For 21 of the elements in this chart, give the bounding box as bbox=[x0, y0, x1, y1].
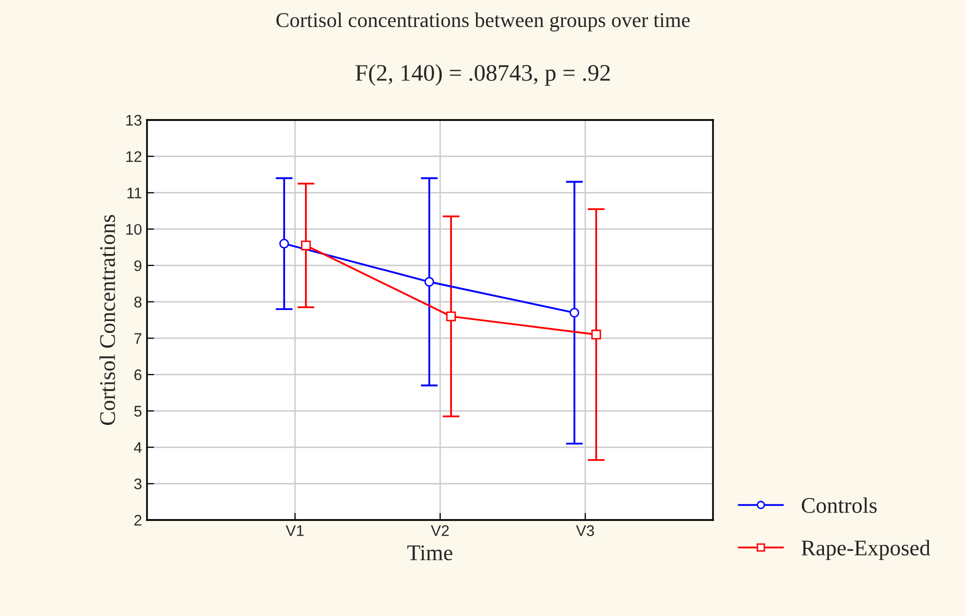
x-tick-label: V3 bbox=[576, 525, 594, 536]
y-tick-label: 11 bbox=[127, 188, 142, 198]
y-tick-label: 4 bbox=[134, 442, 142, 453]
y-tick-label: 3 bbox=[134, 478, 142, 490]
chart-subtitle: F(2, 140) = .08743, p = .92 bbox=[356, 64, 610, 86]
y-tick-label: 6 bbox=[134, 369, 142, 380]
y-tick-label: 8 bbox=[134, 296, 142, 308]
x-axis-title: Time bbox=[407, 545, 452, 560]
chart-title: Cortisol concentrations between groups over time bbox=[276, 12, 690, 32]
y-tick-label: 12 bbox=[126, 151, 142, 162]
y-tick-label: 7 bbox=[134, 333, 142, 344]
y-tick-label: 13 bbox=[126, 114, 142, 126]
legend-label: Controls bbox=[802, 497, 877, 513]
x-tick-label: V2 bbox=[430, 525, 449, 536]
y-tick-label: 9 bbox=[134, 260, 142, 272]
y-axis-title: Cortisol Concentrations bbox=[99, 214, 116, 425]
y-tick-label: 10 bbox=[126, 224, 142, 235]
y-tick-label: 5 bbox=[134, 406, 142, 417]
x-tick-label: V1 bbox=[286, 525, 304, 536]
y-tick-label: 2 bbox=[134, 514, 142, 526]
legend-label: Rape-Exposed bbox=[802, 540, 930, 560]
